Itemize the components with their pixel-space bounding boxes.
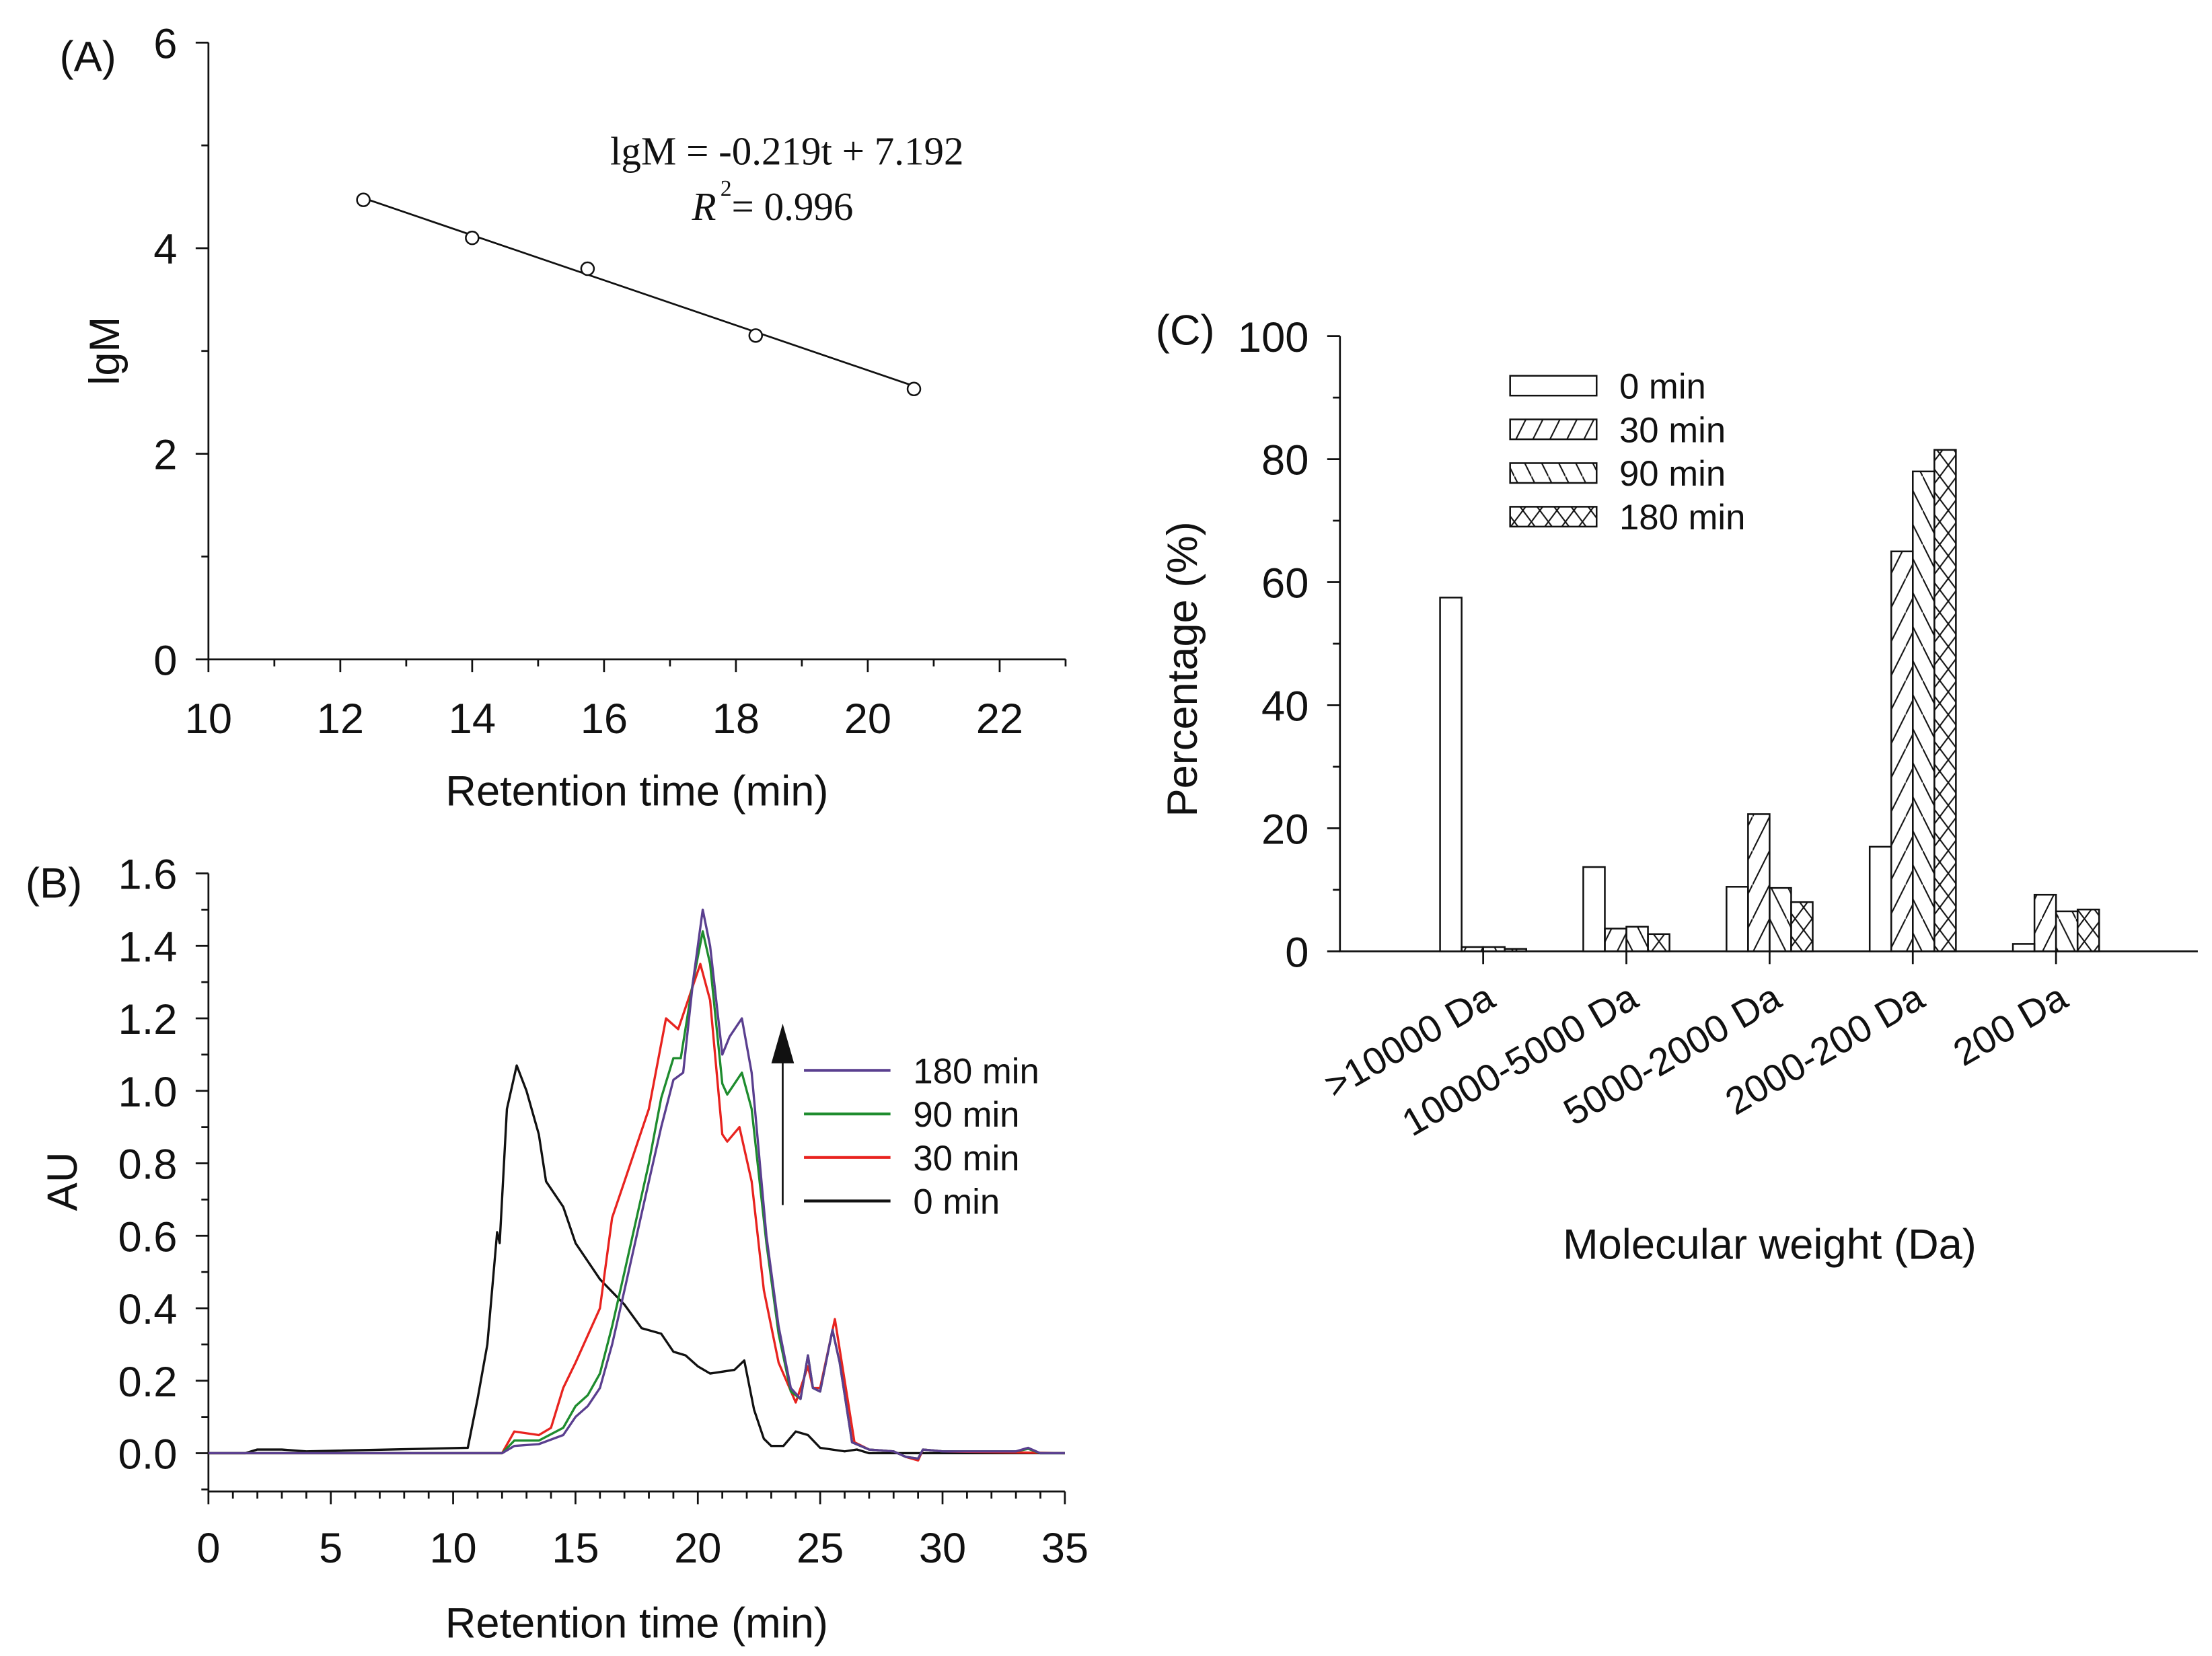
bar — [1790, 901, 1814, 952]
legend-label: 90 min — [913, 1095, 1019, 1135]
x-tick-label: 35 — [1041, 1525, 1089, 1572]
y-axis-label: Percentage (%) — [1159, 521, 1206, 817]
y-tick-label: 80 — [1261, 437, 1308, 484]
x-axis-label: Retention time (min) — [445, 767, 828, 815]
y-tick-label: 4 — [153, 226, 177, 273]
x-tick-label: 10 — [185, 695, 232, 743]
y-tick-label: 40 — [1261, 683, 1308, 730]
bar — [2033, 893, 2057, 952]
fit-equation: lgM = -0.219t + 7.192 — [610, 129, 963, 174]
legend-label: 90 min — [1619, 454, 1726, 494]
x-tick-label: 18 — [712, 695, 760, 743]
x-tick-label: 5 — [319, 1525, 342, 1572]
x-tick-label: 20 — [844, 695, 891, 743]
y-tick-label: 0 — [1285, 930, 1308, 977]
data-point — [465, 230, 480, 246]
legend-label: 0 min — [913, 1182, 1000, 1222]
y-tick-label: 0.0 — [118, 1431, 178, 1478]
x-tick-label: 12 — [317, 695, 364, 743]
y-tick-label: 0.2 — [118, 1359, 178, 1406]
y-tick-label: 60 — [1261, 560, 1308, 607]
y-tick-label: 100 — [1238, 314, 1308, 361]
data-point — [356, 192, 371, 207]
bar — [1461, 946, 1484, 952]
data-point — [580, 261, 595, 276]
x-tick-label: 14 — [449, 695, 496, 743]
bar — [1482, 946, 1506, 952]
bar — [1504, 948, 1527, 952]
bar — [1747, 813, 1771, 952]
panel-b-chromatogram: (B) 0 5 10 15 20 25 30 35 0.0 0.2 0.4 0.6 0.8 1.0 1.2 1.… — [26, 852, 1089, 1647]
y-tick-label: 6 — [153, 21, 177, 68]
x-tick-label: 16 — [581, 695, 628, 743]
bar — [1890, 550, 1914, 952]
series-line-180-min — [208, 908, 1065, 1460]
bar — [2076, 908, 2100, 952]
y-tick-label: 0.4 — [118, 1286, 178, 1333]
y-tick-label: 1.4 — [118, 924, 178, 971]
legend-swatch — [1509, 462, 1598, 484]
bar — [1604, 928, 1627, 952]
x-axis-label: Molecular weight (Da) — [1563, 1221, 1977, 1269]
x-category-label: 10000-5000 Da — [1395, 975, 1645, 1145]
bar — [1582, 866, 1606, 952]
y-tick-label: 20 — [1261, 806, 1308, 854]
legend-label: 30 min — [913, 1139, 1019, 1178]
bar — [2055, 910, 2079, 952]
data-point — [748, 328, 764, 343]
y-tick-label: 1.0 — [118, 1069, 178, 1116]
series-line-0-min — [208, 1064, 1065, 1455]
bar — [1933, 449, 1957, 952]
bar — [1868, 845, 1892, 952]
bar — [2012, 943, 2036, 952]
legend-swatch — [1509, 506, 1598, 528]
y-tick-label: 0 — [153, 637, 177, 684]
r-squared-value: = 0.996 — [732, 184, 854, 229]
bar — [1912, 470, 1936, 952]
y-axis-label: lgM — [81, 317, 128, 385]
panel-label: (A) — [60, 33, 116, 80]
legend-swatch — [1509, 418, 1598, 441]
panel-a-calibration-plot: (A) 10 12 14 16 18 20 22 0 2 4 6 Retention time (min… — [60, 21, 1067, 815]
r-squared-superscript: 2 — [721, 176, 732, 201]
fit-line — [363, 197, 914, 387]
legend-label: 180 min — [913, 1051, 1039, 1091]
bar — [1439, 597, 1463, 952]
legend-label: 0 min — [1619, 367, 1706, 406]
y-tick-label: 1.6 — [118, 852, 178, 899]
x-axis-label: Retention time (min) — [445, 1599, 828, 1647]
x-category-label: 200 Da — [1946, 975, 2075, 1074]
legend-label: 30 min — [1619, 410, 1726, 450]
r-squared-symbol: R — [692, 184, 716, 229]
bar — [1726, 886, 1749, 952]
y-tick-label: 0.8 — [118, 1141, 178, 1189]
x-tick-label: 20 — [674, 1525, 721, 1572]
bar — [1647, 933, 1670, 952]
legend-label: 180 min — [1619, 498, 1745, 537]
x-tick-label: 25 — [797, 1525, 844, 1572]
y-tick-label: 1.2 — [118, 996, 178, 1043]
arrow-head-icon — [771, 1023, 795, 1063]
legend-swatch — [1509, 375, 1598, 397]
y-axis-label: AU — [39, 1152, 86, 1211]
x-tick-label: 10 — [429, 1525, 476, 1572]
x-tick-label: 22 — [976, 695, 1023, 743]
panel-label: (B) — [26, 860, 82, 907]
bar — [1625, 926, 1649, 952]
x-tick-label: 30 — [919, 1525, 966, 1572]
data-point — [906, 381, 922, 397]
x-tick-label: 15 — [552, 1525, 599, 1572]
y-tick-label: 0.6 — [118, 1213, 178, 1260]
y-tick-label: 2 — [153, 432, 177, 479]
bar — [1769, 887, 1792, 952]
panel-label: (C) — [1156, 307, 1215, 354]
x-tick-label: 0 — [196, 1525, 220, 1572]
